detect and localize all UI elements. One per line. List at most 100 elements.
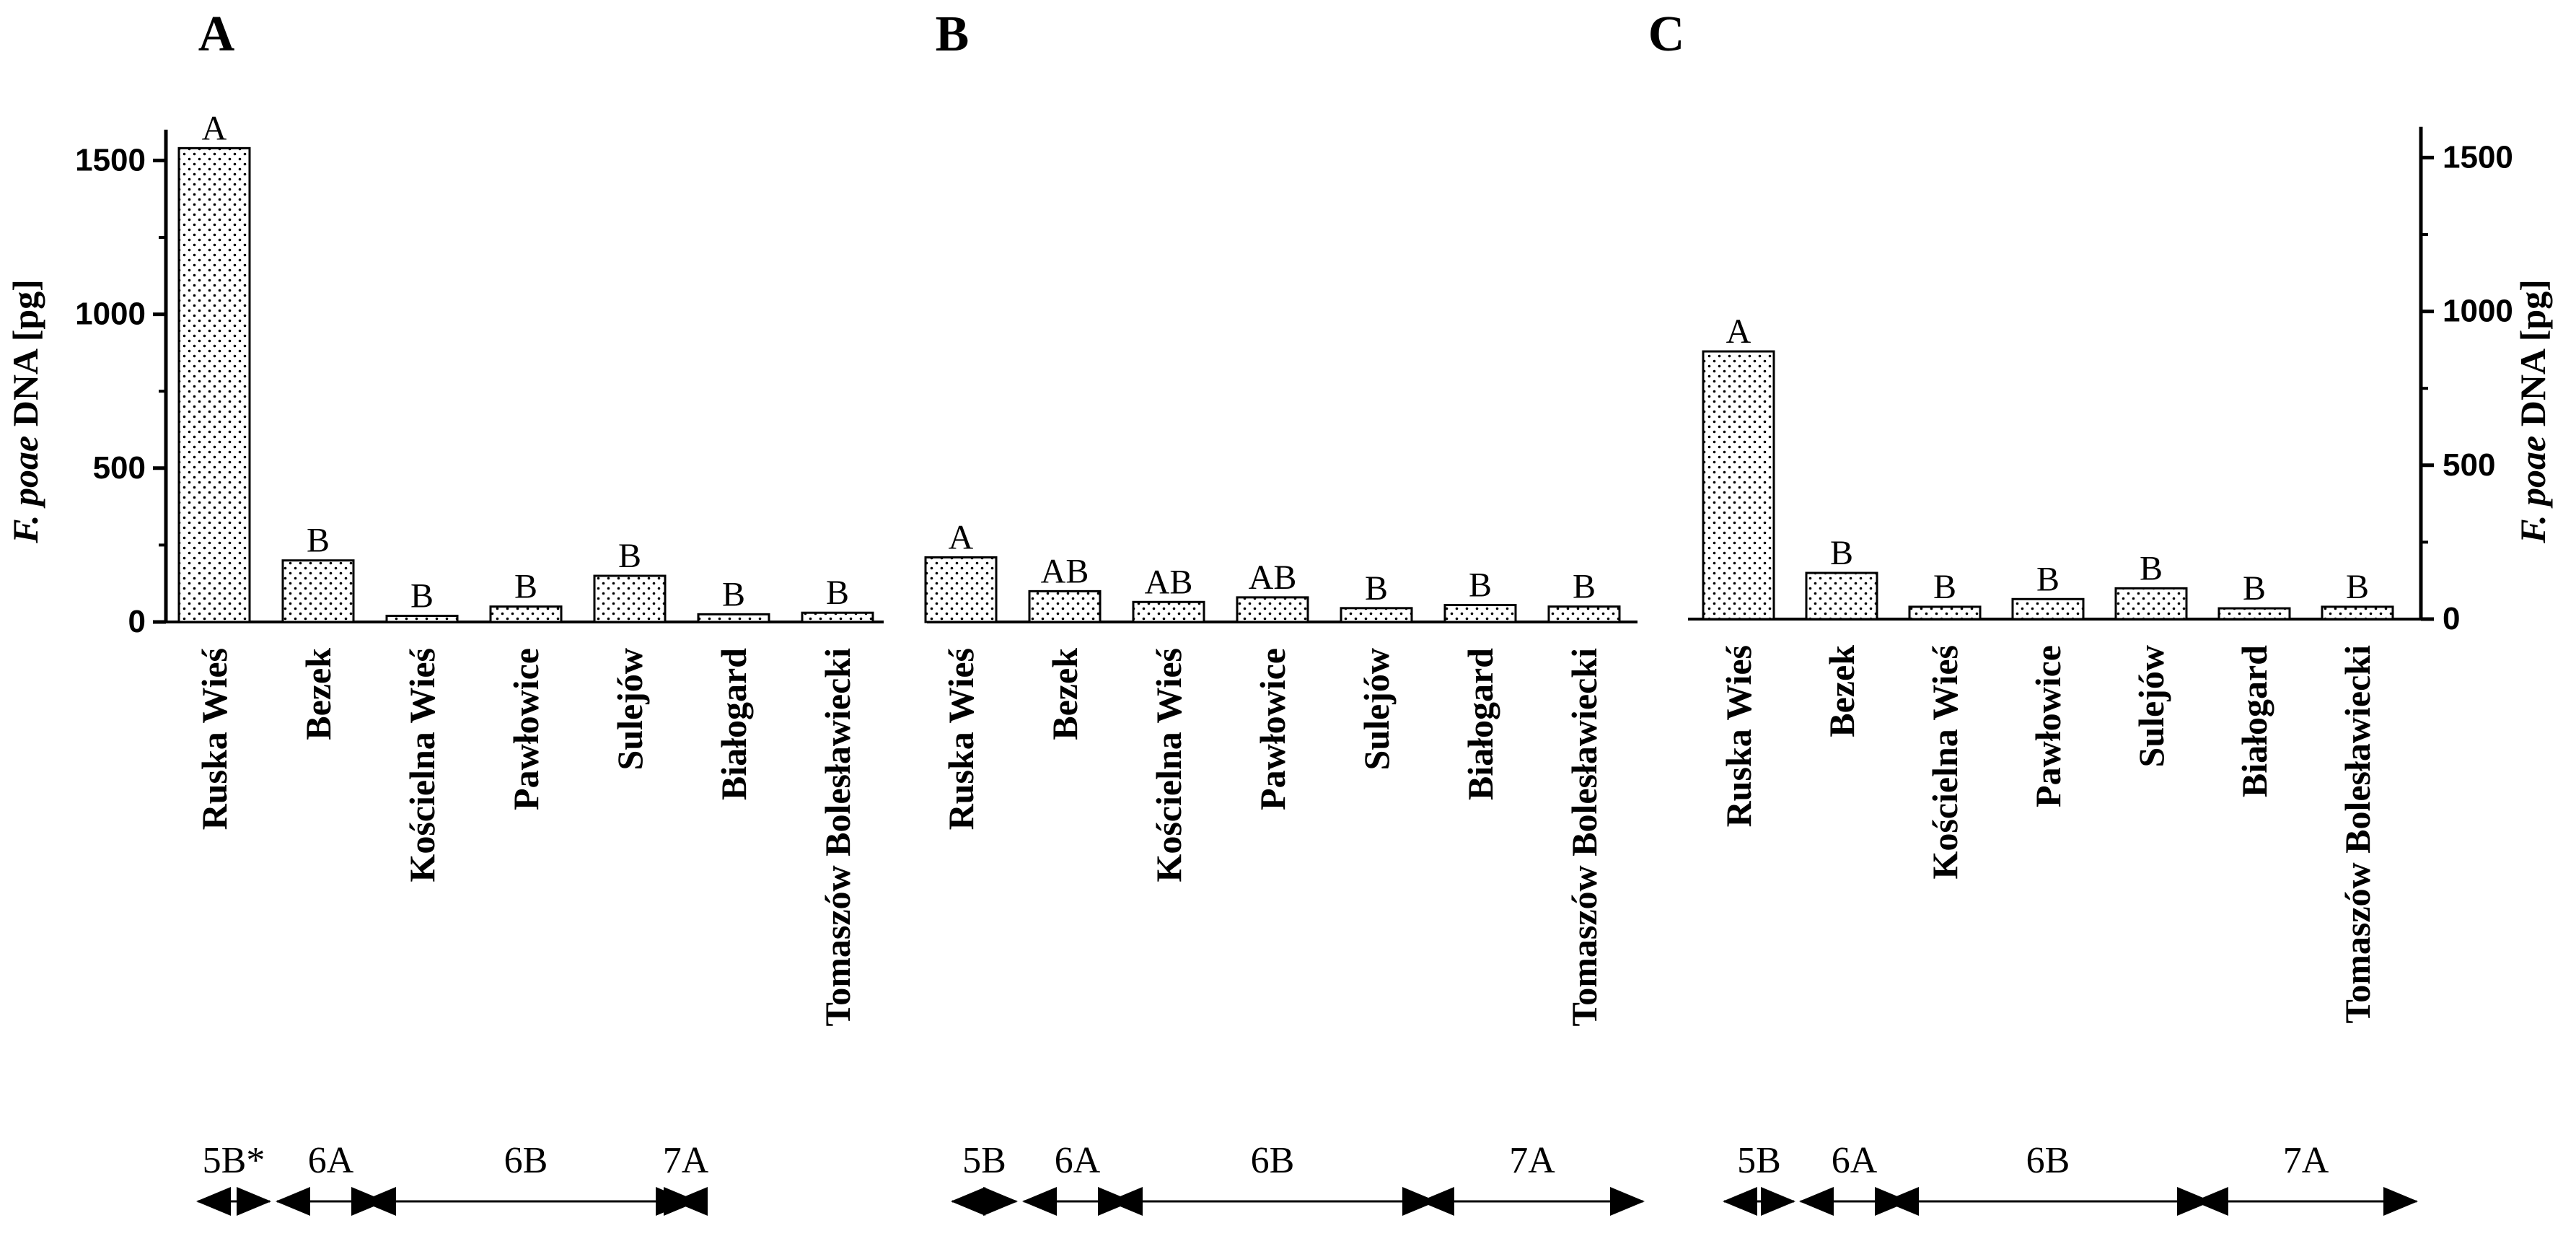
significance-letter: A bbox=[1726, 312, 1751, 351]
bar bbox=[1236, 596, 1309, 623]
bar bbox=[2217, 607, 2291, 621]
bar bbox=[385, 614, 459, 623]
panel-a-bars bbox=[177, 146, 874, 623]
bar bbox=[697, 613, 770, 623]
arrowhead-right bbox=[664, 1187, 698, 1216]
arrowhead-left bbox=[951, 1187, 985, 1216]
y-axis-label: F. poae DNA [pg] bbox=[5, 279, 45, 544]
panel-a: A 0 500 1000 1500 A B B B B B B Ruska Wieś Bezek Ko… bbox=[5, 6, 884, 1216]
chromosome-group-label: 5B bbox=[962, 1140, 1006, 1181]
category-label: Bezek bbox=[1045, 648, 1085, 740]
panel-b: B A AB AB AB B B B Ruska Wieś Bezek Kościelna Wi… bbox=[924, 6, 1645, 1216]
significance-letter: B bbox=[2036, 560, 2060, 598]
arrowhead-left bbox=[2194, 1187, 2228, 1216]
significance-letter: B bbox=[618, 537, 641, 575]
category-label: Ruska Wieś bbox=[194, 648, 234, 830]
category-label: Kościelna Wieś bbox=[402, 648, 442, 882]
bar bbox=[593, 574, 667, 623]
panel-c-letters: A B B B B B B bbox=[1726, 312, 2369, 608]
y-axis-label: F. poae DNA [pg] bbox=[2513, 279, 2553, 544]
panel-b-chromosome-groups: 5B 6A 6B 7A bbox=[951, 1140, 1645, 1216]
arrowhead-left bbox=[1723, 1187, 1757, 1216]
category-label: Sulejów bbox=[2131, 645, 2171, 767]
bar bbox=[1132, 600, 1205, 623]
bar bbox=[2321, 605, 2394, 621]
chromosome-group-label: 6B bbox=[504, 1140, 548, 1181]
bar bbox=[281, 559, 355, 623]
bar bbox=[801, 611, 874, 623]
panel-c-bars bbox=[1702, 350, 2394, 621]
arrowhead-right bbox=[1761, 1187, 1795, 1216]
category-label: Pawłowice bbox=[2028, 645, 2068, 807]
arrowhead-left bbox=[1108, 1187, 1143, 1216]
chromosome-group-label: 7A bbox=[663, 1140, 709, 1181]
significance-letter: B bbox=[2243, 569, 2266, 608]
panel-a-axes: 0 500 1000 1500 bbox=[75, 129, 884, 639]
category-label: Bezek bbox=[298, 648, 338, 740]
bar bbox=[489, 605, 563, 623]
chromosome-group-label: 6A bbox=[1055, 1140, 1101, 1181]
panel-label: A bbox=[198, 6, 235, 62]
bar bbox=[924, 556, 998, 623]
arrowhead-left bbox=[1799, 1187, 1834, 1216]
significance-letter: A bbox=[202, 109, 227, 147]
y-tick-label: 500 bbox=[93, 450, 146, 486]
panel-c-chromosome-groups: 5B 6A 6B 7A bbox=[1723, 1140, 2418, 1216]
category-label: Sulejów bbox=[610, 648, 650, 770]
chromosome-group-label: 5B bbox=[1737, 1140, 1781, 1181]
y-tick-label: 0 bbox=[2443, 601, 2460, 636]
y-tick-label: 0 bbox=[128, 604, 146, 639]
bar bbox=[1028, 589, 1102, 623]
bar bbox=[2114, 587, 2188, 621]
significance-letter: B bbox=[1830, 534, 1853, 572]
panel-b-letters: A AB AB AB B B B bbox=[949, 518, 1596, 607]
significance-letter: A bbox=[949, 518, 974, 556]
chromosome-group-label: 7A bbox=[1509, 1140, 1555, 1181]
significance-letter: AB bbox=[1145, 563, 1193, 601]
y-tick-label: 1000 bbox=[75, 297, 146, 332]
chromosome-group-label: 6A bbox=[1832, 1140, 1878, 1181]
category-label: Bezek bbox=[1821, 645, 1862, 737]
arrowhead-right bbox=[237, 1187, 271, 1216]
panel-c: C 0 500 1000 1500 A B B B B B B Ruska Wieś Bezek Ko… bbox=[1648, 6, 2553, 1216]
significance-letter: AB bbox=[1041, 552, 1089, 590]
arrowhead-left bbox=[1420, 1187, 1454, 1216]
arrowhead-right bbox=[983, 1187, 1018, 1216]
arrowhead-left bbox=[1022, 1187, 1057, 1216]
category-label: Białogard bbox=[2234, 645, 2274, 797]
category-label: Tomaszów Bolesławiecki bbox=[817, 648, 858, 1027]
arrowhead-left bbox=[276, 1187, 310, 1216]
bar bbox=[1547, 605, 1621, 623]
panel-label: C bbox=[1648, 6, 1685, 62]
significance-letter: B bbox=[410, 577, 434, 615]
chromosome-group-label: 6B bbox=[2026, 1140, 2070, 1181]
category-label: Ruska Wieś bbox=[941, 648, 981, 830]
bar bbox=[1340, 607, 1413, 623]
significance-letter: B bbox=[1573, 568, 1596, 606]
bar bbox=[1443, 604, 1517, 623]
y-tick-label: 1000 bbox=[2443, 294, 2513, 329]
significance-letter: B bbox=[1933, 568, 1956, 606]
category-label: Ruska Wieś bbox=[1718, 645, 1759, 827]
significance-letter: B bbox=[1365, 569, 1388, 608]
bar bbox=[2011, 597, 2085, 621]
y-tick-label: 1500 bbox=[2443, 139, 2513, 175]
significance-letter: B bbox=[2140, 549, 2163, 587]
panel-label: B bbox=[936, 6, 970, 62]
category-label: Sulejów bbox=[1356, 648, 1397, 770]
significance-letter: B bbox=[1469, 566, 1492, 605]
bar bbox=[177, 146, 251, 623]
significance-letter: AB bbox=[1249, 558, 1297, 597]
bar bbox=[1908, 605, 1982, 621]
significance-letter: B bbox=[2346, 568, 2369, 606]
panel-a-chromosome-groups: 5B* 6A 6B 7A bbox=[196, 1140, 709, 1216]
arrowhead-left bbox=[1884, 1187, 1919, 1216]
significance-letter: B bbox=[307, 522, 330, 560]
panel-c-categories: Ruska Wieś Bezek Kościelna Wieś Pawłowice Su… bbox=[1718, 645, 2378, 1024]
panel-a-letters: A B B B B B B bbox=[202, 109, 849, 615]
chromosome-group-label: 6B bbox=[1251, 1140, 1295, 1181]
panel-b-bars bbox=[924, 556, 1621, 623]
category-label: Pawłowice bbox=[506, 648, 546, 810]
category-label: Tomaszów Bolesławiecki bbox=[1564, 648, 1604, 1027]
